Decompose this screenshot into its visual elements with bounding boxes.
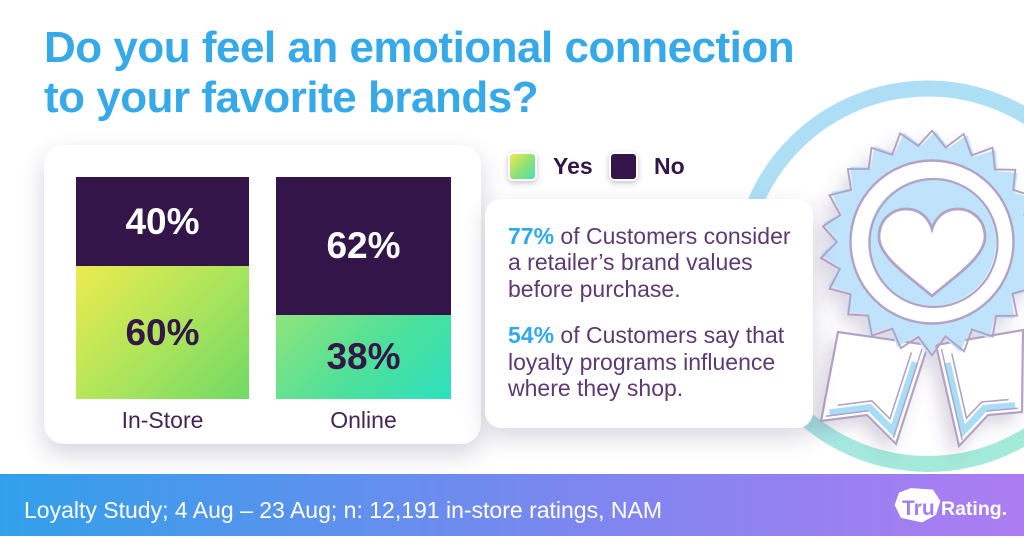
svg-text:Rating.: Rating. xyxy=(941,498,1007,520)
